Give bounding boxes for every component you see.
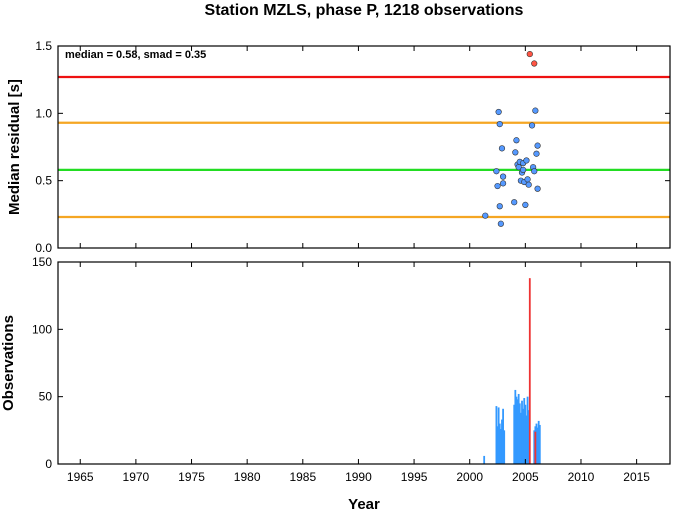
residual-y-axis-label: Median residual [s] (6, 79, 23, 215)
x-tick-label: 2010 (568, 470, 595, 484)
observation-bar (521, 400, 523, 464)
observation-bar (518, 403, 521, 464)
residual-panel-frame (57, 45, 671, 249)
residual-point (494, 182, 501, 190)
observations-y-tick-label: 0 (45, 457, 52, 471)
residual-annotation: median = 0.58, smad = 0.35 (65, 49, 206, 61)
chart-title: Station MZLS, phase P, 1218 observations (205, 2, 524, 19)
x-tick-label: 1995 (401, 470, 428, 484)
observation-bar (516, 399, 519, 464)
observations-panel: 0 50 100 150 1965 1970 1975 1980 1985 1990 1995 20… (0, 255, 671, 484)
residual-point (533, 150, 540, 157)
residual-point (495, 108, 502, 116)
residual-point (520, 166, 527, 173)
observation-bar (527, 410, 530, 464)
observation-bar (523, 398, 526, 464)
residual-point (534, 185, 541, 192)
observation-bar (498, 423, 501, 464)
residual-point (526, 50, 533, 58)
residual-point (534, 142, 541, 149)
residual-y-tick-label: 1.0 (35, 106, 52, 120)
residual-panel: 0.00.51.01.5 median = 0.58, smad = 0.35 … (6, 39, 671, 255)
observation-bar (522, 408, 525, 464)
residual-point (512, 149, 519, 156)
observation-bar (502, 408, 504, 464)
observation-bar (495, 406, 498, 464)
residual-point (482, 212, 489, 219)
observation-bar (499, 428, 502, 464)
observation-bar (483, 455, 486, 464)
residual-point (497, 220, 504, 227)
x-tick-label: 1970 (123, 470, 150, 484)
observation-bar (501, 419, 503, 464)
x-tick-label: 1980 (234, 470, 261, 484)
residual-point (528, 122, 536, 129)
residual-point (511, 199, 518, 206)
residual-point (498, 145, 506, 152)
x-tick-label: 1985 (289, 470, 316, 484)
residual-point (499, 173, 507, 180)
residual-point (523, 157, 530, 164)
observation-bar (517, 393, 520, 464)
observations-y-tick-label: 50 (39, 390, 53, 404)
observation-bar (496, 426, 499, 464)
x-tick-label: 2015 (623, 470, 650, 484)
observation-bar (534, 431, 537, 464)
observations-y-tick-label: 100 (32, 322, 52, 336)
observation-bar (503, 430, 506, 464)
observations-y-tick-label: 150 (32, 255, 52, 269)
x-tick-label: 1965 (67, 470, 94, 484)
residual-y-tick-label: 0.5 (35, 174, 52, 188)
observation-bar (514, 389, 517, 464)
residual-point (493, 168, 500, 175)
residual-point (531, 60, 538, 67)
residual-point (525, 181, 532, 188)
residual-point (513, 137, 520, 144)
observation-bar (528, 278, 531, 464)
x-tick-label: 2000 (456, 470, 483, 484)
residual-point (522, 201, 529, 209)
observation-bar (536, 427, 539, 464)
observation-bar (519, 412, 522, 464)
observation-bar (515, 396, 518, 464)
observation-bar (497, 407, 500, 464)
residual-y-tick-label: 1.5 (35, 39, 52, 53)
residual-point (531, 168, 538, 175)
residual-point (532, 107, 539, 114)
observation-bar (513, 404, 516, 464)
observations-panel-frame (57, 261, 671, 465)
observation-bar (535, 423, 538, 464)
observations-y-axis-label: Observations (0, 315, 17, 411)
observation-bar (533, 430, 536, 464)
x-tick-label: 1975 (178, 470, 205, 484)
observation-bar (538, 424, 541, 464)
residual-y-tick-label: 0.0 (35, 241, 52, 255)
residual-point (499, 180, 507, 187)
observation-bar (525, 415, 528, 464)
residual-point (524, 176, 531, 183)
observation-bar (524, 404, 527, 464)
residual-point (496, 203, 503, 210)
x-tick-label: 2005 (512, 470, 539, 484)
x-axis-label: Year (348, 496, 380, 511)
residual-point (496, 121, 503, 128)
observation-bar (526, 396, 529, 464)
observation-bar (537, 420, 540, 464)
x-tick-label: 1990 (345, 470, 372, 484)
